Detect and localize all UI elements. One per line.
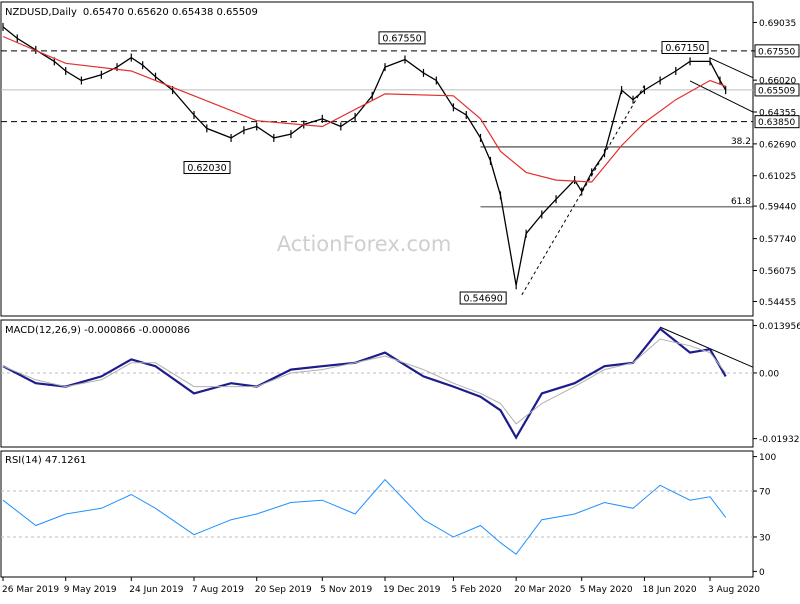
current-price-label: 0.65509 bbox=[758, 86, 795, 96]
current-price-box bbox=[754, 83, 800, 97]
price-y-tick-label: 0.66020 bbox=[759, 77, 796, 87]
watermark: ActionForex.com bbox=[277, 232, 452, 256]
rsi-y-tick-label: 30 bbox=[759, 533, 771, 543]
macd-panel bbox=[0, 319, 754, 448]
level-price-box bbox=[754, 115, 800, 129]
rsi-y-tick-label: 70 bbox=[759, 488, 771, 498]
rsi-title: RSI(14) 47.1261 bbox=[5, 455, 86, 466]
channel-upper-line bbox=[709, 57, 754, 79]
rsi-y-tick-label: 0 bbox=[759, 568, 765, 578]
price-y-tick-label: 0.61025 bbox=[759, 172, 796, 182]
x-tick-label: 3 Aug 2020 bbox=[708, 585, 760, 595]
x-tick-label: 7 Aug 2019 bbox=[192, 585, 244, 595]
x-tick-label: 24 Jun 2019 bbox=[129, 585, 183, 595]
annotation-box bbox=[183, 161, 231, 175]
level-price-label: 0.63850 bbox=[758, 118, 795, 128]
x-tick-label: 5 Feb 2020 bbox=[451, 585, 502, 595]
price-series-line bbox=[2, 26, 727, 286]
fib-label: 38.2 bbox=[731, 137, 751, 147]
rsi-series-line bbox=[2, 478, 727, 555]
x-tick-label: 5 May 2020 bbox=[580, 585, 633, 595]
price-y-tick-label: 0.56075 bbox=[759, 267, 796, 277]
macd-y-tick-label: -0.019325 bbox=[759, 435, 800, 445]
signal-series-line bbox=[2, 338, 727, 425]
x-tick-label: 20 Sep 2019 bbox=[255, 585, 312, 595]
rsi-layer bbox=[1, 478, 753, 555]
fib-label: 61.8 bbox=[731, 197, 751, 207]
annotation-label: 0.67150 bbox=[665, 43, 704, 54]
price-title: NZDUSD,Daily 0.65470 0.65620 0.65438 0.65… bbox=[5, 7, 258, 18]
x-tick-label: 20 Mar 2020 bbox=[514, 585, 571, 595]
price-y-tick-label: 0.57740 bbox=[759, 235, 796, 245]
x-tick-label: 9 May 2019 bbox=[64, 585, 117, 595]
annotation-label: 0.62030 bbox=[187, 163, 226, 174]
rsi-panel bbox=[0, 450, 754, 578]
macd-series-line bbox=[2, 327, 727, 440]
rsi-y-tick-label: 100 bbox=[759, 453, 776, 463]
x-tick-label: 26 Mar 2019 bbox=[2, 585, 59, 595]
annotation-label: 0.67550 bbox=[382, 33, 421, 44]
price-y-tick-label: 0.64355 bbox=[759, 109, 796, 119]
price-y-tick-label: 0.69035 bbox=[759, 19, 796, 29]
sma-series-line bbox=[2, 35, 726, 183]
level-price-box bbox=[754, 44, 800, 58]
macd-title: MACD(12,26,9) -0.000866 -0.000086 bbox=[5, 325, 190, 336]
level-price-label: 0.67550 bbox=[758, 47, 795, 57]
price-y-tick-label: 0.59440 bbox=[759, 203, 796, 213]
macd-y-tick-label: 0.013956 bbox=[759, 322, 800, 332]
x-tick-label: 18 Jun 2020 bbox=[642, 585, 696, 595]
macd-layer bbox=[1, 326, 754, 440]
x-tick-label: 5 Nov 2019 bbox=[320, 585, 372, 595]
annotation-box bbox=[378, 31, 426, 45]
macd-y-tick-label: 0.00 bbox=[759, 369, 779, 379]
x-tick-label: 19 Dec 2019 bbox=[383, 585, 441, 595]
annotation-box bbox=[661, 41, 709, 55]
price-layer: 38.2 61.8 0.67550 0.62030 0.54690 0.67150 bbox=[1, 22, 754, 305]
price-panel bbox=[0, 1, 754, 317]
price-y-tick-label: 0.54455 bbox=[759, 298, 796, 308]
macd-trendline bbox=[659, 326, 754, 368]
axis-layer: 0.69035 0.67550 0.66020 0.64355 0.62690 0.610… bbox=[2, 19, 800, 595]
annotation-label: 0.54690 bbox=[463, 294, 502, 305]
price-y-tick-label: 0.62690 bbox=[759, 140, 796, 150]
annotation-box bbox=[459, 291, 507, 305]
